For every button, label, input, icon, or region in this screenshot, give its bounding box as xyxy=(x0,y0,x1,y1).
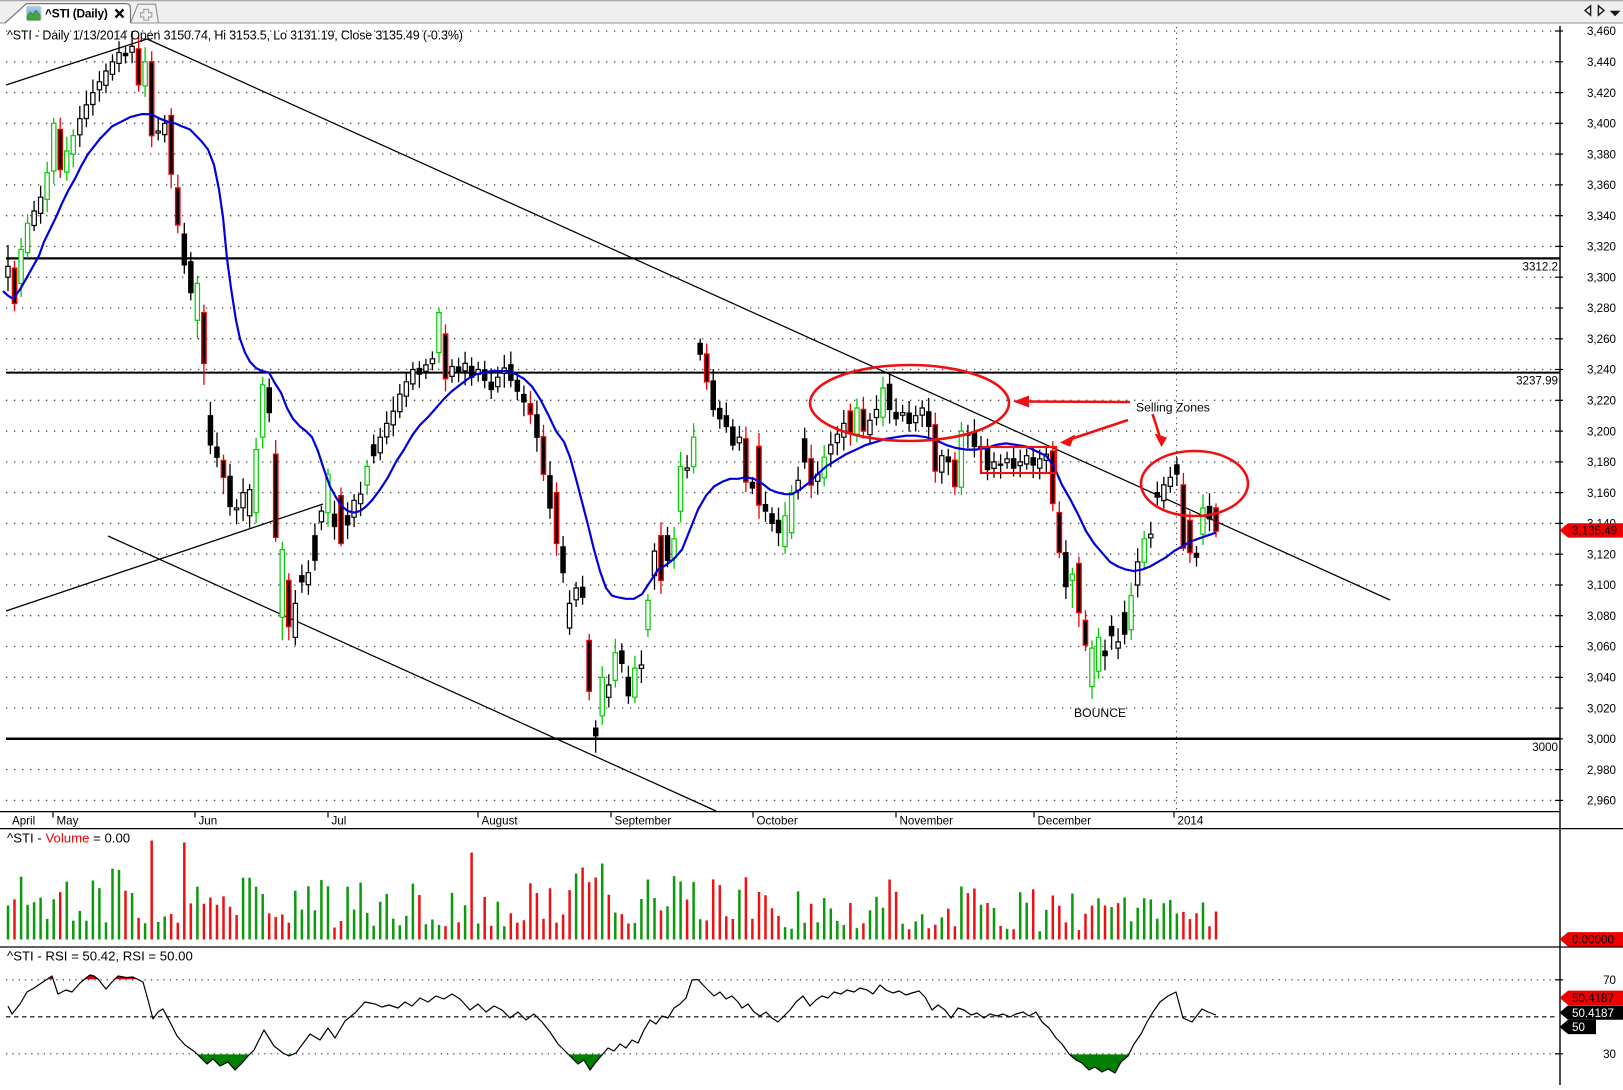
svg-text:3,080: 3,080 xyxy=(1587,610,1616,623)
svg-text:3,380: 3,380 xyxy=(1587,148,1616,161)
svg-text:3,360: 3,360 xyxy=(1587,179,1616,192)
svg-text:3,320: 3,320 xyxy=(1587,241,1616,254)
svg-text:December: December xyxy=(1038,815,1092,828)
svg-text:May: May xyxy=(57,815,79,828)
svg-text:3,440: 3,440 xyxy=(1587,56,1616,69)
svg-text:Selling Zones: Selling Zones xyxy=(1136,401,1210,415)
svg-text:^STI (Daily): ^STI (Daily) xyxy=(45,7,108,21)
svg-text:3,020: 3,020 xyxy=(1587,702,1616,715)
svg-text:3,120: 3,120 xyxy=(1587,548,1616,561)
svg-text:3,460: 3,460 xyxy=(1587,25,1616,38)
svg-text:2,980: 2,980 xyxy=(1587,764,1616,777)
svg-text:3,160: 3,160 xyxy=(1587,487,1616,500)
svg-text:3,180: 3,180 xyxy=(1587,456,1616,469)
svg-text:3,000: 3,000 xyxy=(1587,733,1616,746)
svg-text:3,300: 3,300 xyxy=(1587,271,1616,284)
svg-text:3,280: 3,280 xyxy=(1587,302,1616,315)
svg-text:April: April xyxy=(12,815,35,828)
svg-text:3,220: 3,220 xyxy=(1587,395,1616,408)
svg-text:BOUNCE: BOUNCE xyxy=(1074,706,1126,720)
svg-text:3000: 3000 xyxy=(1532,741,1558,754)
svg-text:0.00000: 0.00000 xyxy=(1572,934,1614,947)
svg-text:3,240: 3,240 xyxy=(1587,364,1616,377)
svg-text:50.4187: 50.4187 xyxy=(1572,992,1614,1005)
svg-text:November: November xyxy=(900,815,954,828)
svg-text:3,135.49: 3,135.49 xyxy=(1572,525,1617,538)
svg-text:October: October xyxy=(757,815,798,828)
svg-text:3312.2: 3312.2 xyxy=(1523,260,1558,273)
svg-text:50: 50 xyxy=(1572,1021,1585,1034)
svg-text:3,420: 3,420 xyxy=(1587,87,1616,100)
svg-text:^STI - Volume = 0.00: ^STI - Volume = 0.00 xyxy=(7,831,130,846)
svg-text:3,060: 3,060 xyxy=(1587,641,1616,654)
svg-text:Jun: Jun xyxy=(199,815,218,828)
svg-text:3237.99: 3237.99 xyxy=(1516,375,1558,388)
svg-text:August: August xyxy=(482,815,519,828)
svg-text:50.4187: 50.4187 xyxy=(1572,1007,1614,1020)
svg-text:3,400: 3,400 xyxy=(1587,118,1616,131)
svg-text:2014: 2014 xyxy=(1178,815,1204,828)
svg-text:2,960: 2,960 xyxy=(1587,795,1616,808)
svg-text:^STI - RSI = 50.42, RSI = 50.0: ^STI - RSI = 50.42, RSI = 50.00 xyxy=(7,949,193,964)
svg-text:^STI - Daily 1/13/2014 Open 31: ^STI - Daily 1/13/2014 Open 3150.74, Hi … xyxy=(7,29,463,43)
svg-text:3,340: 3,340 xyxy=(1587,210,1616,223)
svg-text:Jul: Jul xyxy=(332,815,347,828)
svg-text:70: 70 xyxy=(1603,974,1616,987)
svg-text:3,260: 3,260 xyxy=(1587,333,1616,346)
svg-text:3,040: 3,040 xyxy=(1587,672,1616,685)
svg-text:September: September xyxy=(615,815,672,828)
svg-text:3,200: 3,200 xyxy=(1587,425,1616,438)
svg-text:3,100: 3,100 xyxy=(1587,579,1616,592)
svg-text:30: 30 xyxy=(1603,1048,1616,1061)
